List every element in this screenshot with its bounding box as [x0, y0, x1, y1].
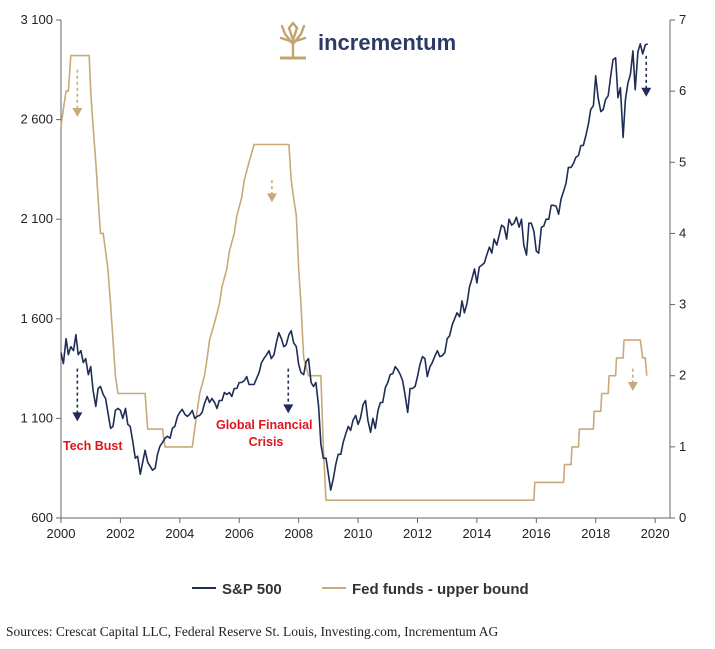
- x-tick-label: 2006: [225, 526, 254, 541]
- chart: incrementum 600 1 100 1 600 2 100 2 600 3 100…: [20, 12, 686, 598]
- y-left-tick-label: 2 600: [20, 112, 53, 127]
- y-left-tick-label: 1 600: [20, 311, 53, 326]
- legend: S&P 500 Fed funds - upper bound: [192, 581, 529, 598]
- y-right-tick-label: 6: [679, 83, 686, 98]
- series-line-fed-funds: [60, 54, 648, 501]
- arrow-down-icon: [266, 193, 277, 203]
- legend-label-fed-funds: Fed funds - upper bound: [352, 581, 529, 598]
- x-tick-label: 2016: [522, 526, 551, 541]
- brand-name: incrementum: [318, 30, 456, 55]
- annotation-gfc-line-1: Global Financial: [216, 418, 313, 432]
- axes: 600 1 100 1 600 2 100 2 600 3 100 0 1 2 3 4 5 6 7 2000…: [20, 12, 686, 541]
- y-left-tick-label: 2 100: [20, 211, 53, 226]
- series-group: [60, 43, 649, 501]
- y-right-tick-label: 3: [679, 297, 686, 312]
- y-left-tick-label: 1 100: [20, 410, 53, 425]
- arrow-down-icon: [72, 412, 83, 422]
- x-tick-label: 2000: [47, 526, 76, 541]
- brand-logo: incrementum: [276, 21, 456, 60]
- arrow-down-icon: [627, 381, 638, 391]
- annotation-gfc-line-2: Crisis: [249, 435, 284, 449]
- arrow-down-icon: [641, 87, 652, 97]
- x-tick-label: 2014: [462, 526, 491, 541]
- y-right-tick-label: 2: [679, 368, 686, 383]
- arrow-down-icon: [72, 108, 83, 118]
- x-tick-label: 2010: [344, 526, 373, 541]
- source-note: Sources: Crescat Capital LLC, Federal Re…: [6, 624, 499, 639]
- legend-label-sp500: S&P 500: [222, 581, 282, 598]
- y-right-tick-label: 7: [679, 12, 686, 27]
- tree-logo-icon: [276, 21, 310, 60]
- y-right-tick-label: 1: [679, 439, 686, 454]
- x-tick-label: 2020: [641, 526, 670, 541]
- x-tick-label: 2012: [403, 526, 432, 541]
- arrow-group: [72, 55, 652, 422]
- annotation-gfc: Global Financial Crisis: [216, 418, 316, 449]
- annotation-tech-bust: Tech Bust: [63, 439, 123, 453]
- x-tick-label: 2008: [284, 526, 313, 541]
- y-right-tick-label: 0: [679, 510, 686, 525]
- series-line-sp500: [60, 43, 649, 491]
- x-tick-label: 2004: [165, 526, 194, 541]
- x-tick-label: 2002: [106, 526, 135, 541]
- arrow-down-icon: [283, 404, 294, 414]
- y-right-tick-label: 4: [679, 225, 686, 240]
- y-right-tick-label: 5: [679, 154, 686, 169]
- y-left-tick-label: 600: [31, 510, 53, 525]
- y-left-tick-label: 3 100: [20, 12, 53, 27]
- x-tick-label: 2018: [581, 526, 610, 541]
